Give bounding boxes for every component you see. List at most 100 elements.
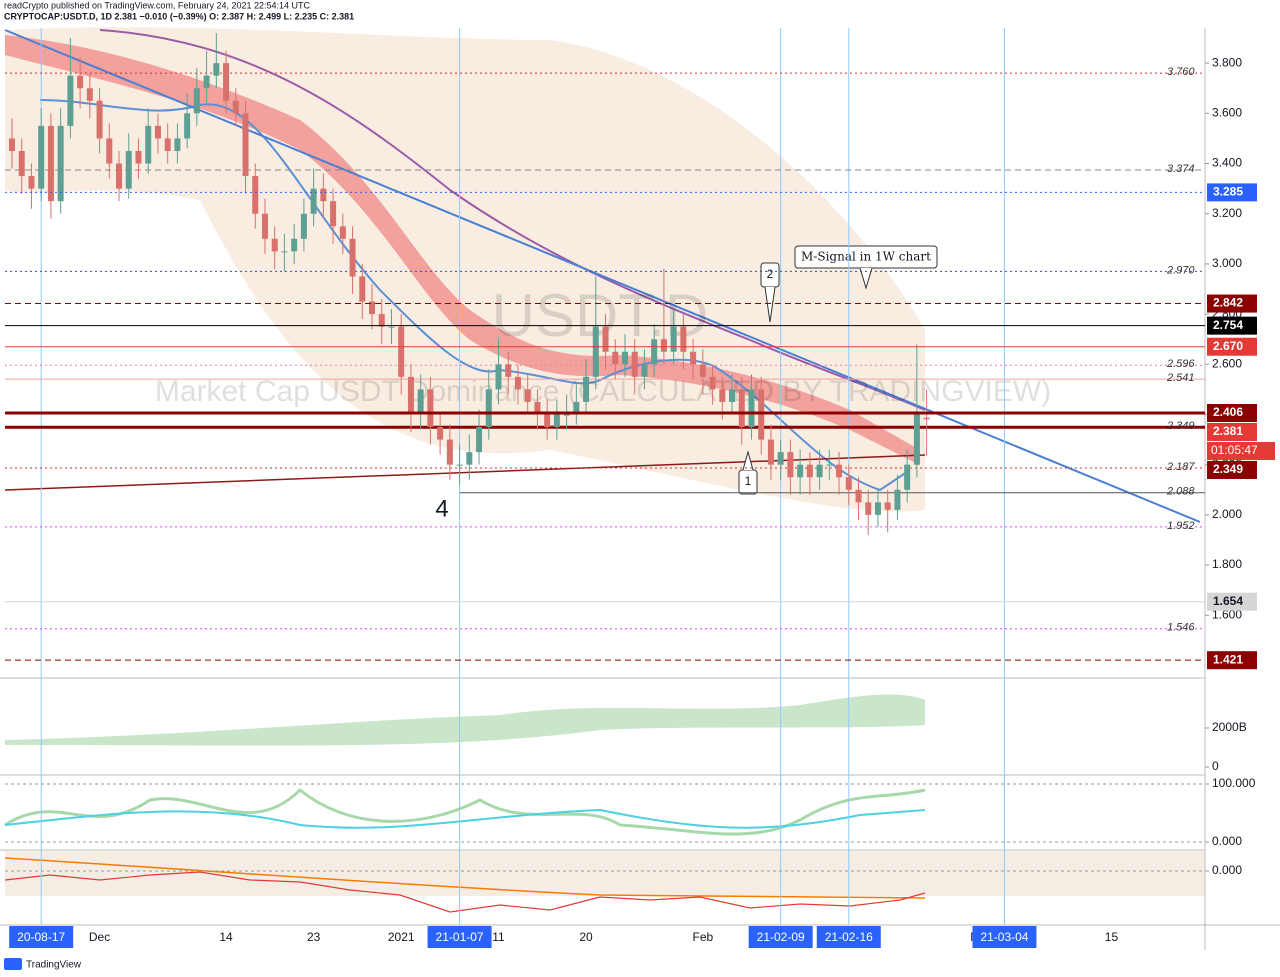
candle-body [476,427,483,453]
candle-body [359,276,366,302]
callout: M-Signal in 1W chart 2 1 4 [435,245,938,522]
candle-body [806,464,813,478]
candle-body [787,452,794,478]
candle-body [826,464,833,466]
pane-tick-label: 0.000 [1212,834,1242,848]
candle-body [145,125,152,164]
candle-body [252,176,259,214]
callout-pointer [764,286,776,323]
candle-body [923,417,930,420]
candle-body [884,502,891,510]
level-label: 3.760 [1167,66,1195,78]
candle-body [748,389,755,428]
ma-band [5,35,920,465]
level-label: 2.541 [1166,372,1195,384]
candle-body [18,150,25,177]
candle-body [845,477,852,490]
candle-body [47,125,54,202]
annotation: 4 [435,495,448,522]
candle-body [505,364,512,377]
candle-body [651,339,658,365]
pane-cloud [5,694,925,746]
candle-body [855,489,862,503]
candle-body [573,401,580,415]
candle-body [38,125,45,189]
candle-body [680,326,687,352]
pane-tick-label: 0.000 [1212,863,1242,877]
candle-body [709,376,716,390]
candle-body [427,389,434,428]
candle-body [699,364,706,377]
candle-body [758,389,765,440]
candle-body [378,314,385,327]
pane-tick-label: 100.000 [1212,776,1256,790]
x-tick-label: 21-02-09 [757,930,805,944]
candle-body [446,439,453,465]
price-badge [1207,183,1257,202]
candle-body [320,188,327,202]
symbol-line: CRYPTOCAP:USDT.D, 1D 2.381 −0.010 (−0.39… [4,11,354,21]
candle-body [417,389,424,415]
candle-body [281,251,288,253]
candle-body [339,226,346,239]
candle-body [553,414,560,428]
candle-body [602,326,609,352]
candle-body [437,427,444,440]
candle-body [77,75,84,89]
candle-body [777,452,784,465]
pane-tick-label: 2000B [1212,720,1247,734]
price-badge-label: 2.842 [1213,296,1243,310]
pane-band [5,851,1205,896]
candle-body [349,238,356,277]
candle-body [310,188,317,214]
candle-body [232,100,239,114]
price-badge [1207,460,1257,479]
candle-body [592,326,599,377]
y-tick-label: 1.600 [1212,607,1242,621]
logo [4,958,22,970]
candle-body [874,502,881,515]
level-label: 1.546 [1167,622,1195,634]
price-badge-label: 3.285 [1213,185,1243,199]
candle-body [485,389,492,428]
x-tick-label: 21-03-04 [980,930,1028,944]
annotation: M-Signal in 1W chart [801,250,931,264]
x-tick-label: Feb [692,930,713,944]
x-tick-label: 20 [579,930,593,944]
x-label-highlight [972,926,1037,948]
candle-body [184,113,191,139]
ma-line [99,29,926,411]
candle-body [174,138,181,151]
y-tick-label: 3.000 [1212,256,1242,270]
candle-body [797,464,804,478]
y-tick-label: 3.600 [1212,106,1242,120]
candle-body [300,213,307,239]
price-badge [1207,294,1257,313]
candle-body [621,351,628,365]
x-label-highlight [427,926,492,948]
watermark-subtitle: Market Cap USDT Dominance (CALCULATED BY… [155,375,1051,408]
candle-body [904,464,911,490]
footer: TradingView [26,960,82,971]
level-label: 3.374 [1167,163,1195,175]
candle-body [193,88,200,114]
candle-body [495,364,502,390]
candle-body [631,351,638,377]
candle-body [767,439,774,465]
pane-tick-label: 0 [1212,759,1219,773]
candle-body [660,339,667,352]
candle-body [154,125,161,139]
price-badge-label: 2.670 [1213,339,1243,353]
price-badge-label: 1.654 [1213,594,1243,608]
candle-body [670,326,677,352]
x-tick-label: 20-08-17 [17,930,65,944]
countdown: 01:05:47 [1211,443,1258,457]
candle-body [729,389,736,402]
candle-body [116,163,123,189]
candle-body [514,376,521,390]
candle-body [534,401,541,415]
candle-body [456,464,463,466]
price-badge [1207,403,1257,422]
candle-body [407,376,414,415]
